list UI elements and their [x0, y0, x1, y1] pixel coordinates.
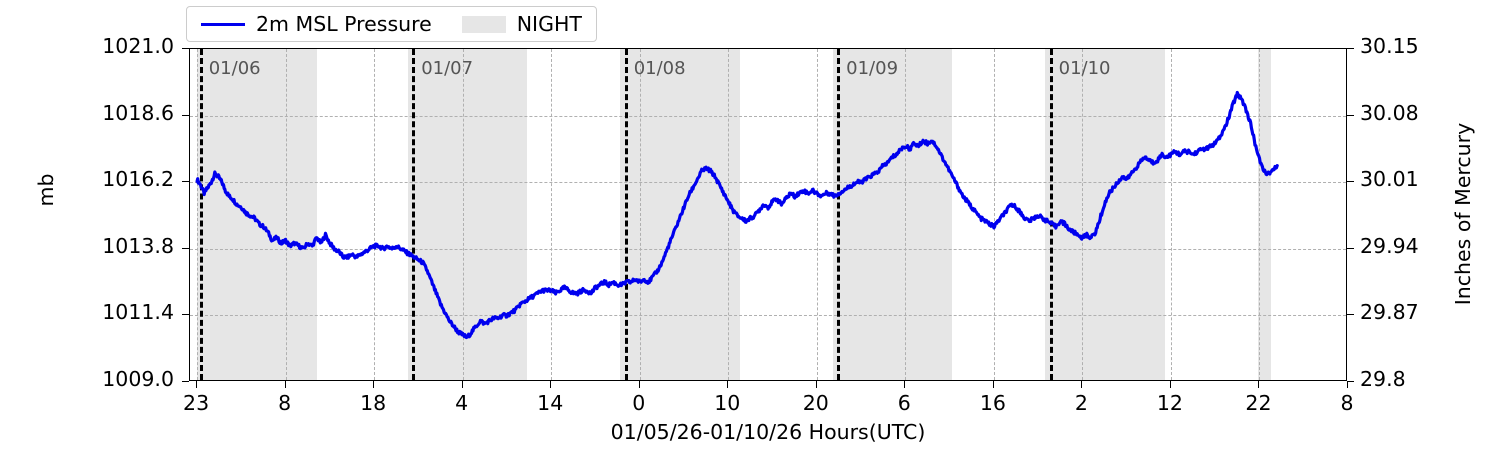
plot-area: 01/06 01/07 01/08 01/09 01/10 [189, 48, 1347, 381]
x-tick-label: 8 [1340, 391, 1354, 415]
y-tick-mark-right [1347, 247, 1354, 249]
x-axis-label: 01/05/26-01/10/26 Hours(UTC) [610, 420, 926, 444]
gridline-vertical [374, 49, 376, 380]
x-tick-mark [638, 381, 640, 388]
gridline-vertical [728, 49, 730, 380]
x-tick-mark [284, 381, 286, 388]
night-band [1045, 49, 1165, 380]
y-tick-mark-left [182, 247, 189, 249]
y-tick-mark-left [182, 114, 189, 116]
gridline-vertical [905, 49, 907, 380]
x-tick-mark [992, 381, 994, 388]
x-tick-label: 18 [360, 391, 387, 415]
y-tick-label-right: 29.87 [1360, 300, 1419, 325]
gridline-horizontal [190, 115, 1346, 117]
gridline-vertical [1082, 49, 1084, 380]
y-tick-label-right: 29.94 [1360, 233, 1419, 258]
gridline-vertical [462, 49, 464, 380]
y-tick-mark-left [182, 381, 189, 382]
y-tick-mark-left [182, 314, 189, 316]
x-tick-label: 4 [455, 391, 469, 415]
x-tick-label: 12 [1156, 391, 1183, 415]
y-axis-label-right: Inches of Mercury [1451, 122, 1475, 306]
y-tick-label-right: 30.08 [1360, 100, 1419, 125]
x-tick-label: 14 [537, 391, 564, 415]
day-label: 01/08 [633, 58, 686, 79]
y-tick-mark-left [182, 48, 189, 49]
y-tick-mark-left [182, 181, 189, 183]
day-separator-line [199, 49, 203, 380]
gridline-vertical [197, 49, 199, 380]
legend-label-night: NIGHT [516, 12, 582, 36]
day-label: 01/07 [421, 58, 474, 79]
x-tick-mark [196, 381, 198, 388]
gridline-vertical [1170, 49, 1172, 380]
x-tick-label: 10 [714, 391, 741, 415]
x-tick-mark [461, 381, 463, 388]
y-tick-mark-right [1347, 181, 1354, 183]
day-label: 01/09 [846, 58, 899, 79]
x-tick-label: 22 [1245, 391, 1272, 415]
legend-entry-pressure: 2m MSL Pressure [201, 12, 432, 36]
y-tick-label-left: 1009.0 [102, 367, 174, 391]
day-label: 01/06 [208, 58, 261, 79]
day-separator-line [1049, 49, 1053, 380]
gridline-vertical [551, 49, 553, 380]
night-band [197, 49, 317, 380]
x-tick-mark [815, 381, 817, 388]
x-tick-mark [904, 381, 906, 388]
night-band [1257, 49, 1271, 380]
x-tick-mark [1081, 381, 1083, 388]
day-separator-line [624, 49, 628, 380]
day-label: 01/10 [1058, 58, 1111, 79]
y-tick-label-left: 1018.6 [102, 100, 174, 125]
x-tick-label: 23 [183, 391, 210, 415]
legend-label-pressure: 2m MSL Pressure [256, 12, 432, 36]
gridline-horizontal [190, 248, 1346, 250]
gridline-vertical [993, 49, 995, 380]
legend-entry-night: NIGHT [461, 12, 582, 36]
gridline-horizontal [190, 315, 1346, 317]
gridline-vertical [816, 49, 818, 380]
legend-patch-swatch [461, 15, 506, 33]
x-tick-label: 16 [979, 391, 1006, 415]
y-tick-label-left: 1011.4 [102, 300, 174, 325]
x-tick-mark [1169, 381, 1171, 388]
y-tick-mark-right [1347, 114, 1354, 116]
x-tick-mark [1258, 381, 1260, 388]
day-separator-line [412, 49, 416, 380]
x-tick-label: 0 [632, 391, 646, 415]
y-tick-mark-right [1347, 314, 1354, 316]
x-tick-label: 20 [802, 391, 829, 415]
x-tick-label: 6 [897, 391, 911, 415]
x-tick-label: 8 [278, 391, 292, 415]
legend-line-swatch [201, 22, 245, 26]
y-tick-label-right: 30.15 [1360, 34, 1419, 58]
y-tick-mark-right [1347, 381, 1354, 382]
x-tick-mark [1347, 381, 1348, 388]
x-tick-mark [373, 381, 375, 388]
night-band [407, 49, 528, 380]
x-tick-mark [727, 381, 729, 388]
gridline-vertical [285, 49, 287, 380]
gridline-horizontal [190, 182, 1346, 184]
y-tick-mark-right [1347, 48, 1354, 49]
gridline-vertical [1259, 49, 1261, 380]
x-tick-mark [550, 381, 552, 388]
chart-legend: 2m MSL Pressure NIGHT [186, 6, 597, 42]
x-tick-label: 2 [1074, 391, 1088, 415]
y-tick-label-left: 1021.0 [102, 34, 174, 58]
y-tick-label-right: 30.01 [1360, 167, 1419, 192]
y-tick-label-right: 29.8 [1360, 367, 1406, 391]
night-band [832, 49, 953, 380]
pressure-series-line [195, 90, 1279, 340]
y-tick-label-left: 1016.2 [102, 167, 174, 192]
gridline-vertical [639, 49, 641, 380]
y-tick-label-left: 1013.8 [102, 233, 174, 258]
day-separator-line [837, 49, 841, 380]
